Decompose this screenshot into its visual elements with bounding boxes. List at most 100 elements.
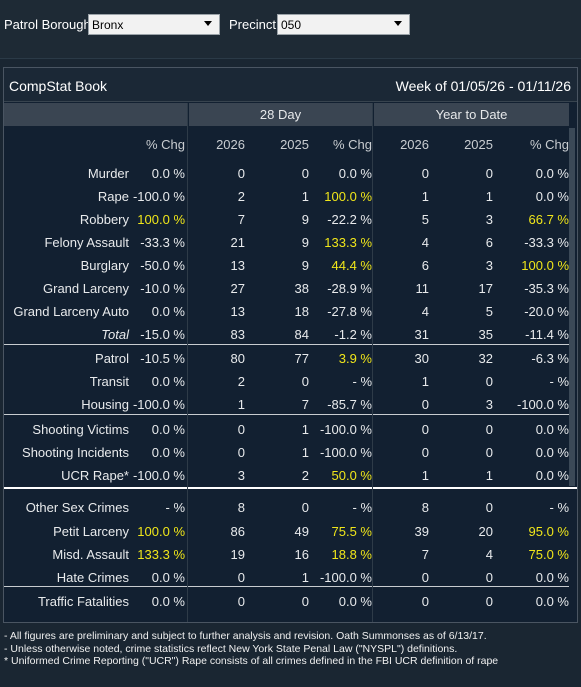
scrollbar[interactable]	[569, 128, 575, 486]
table-cell: 13	[230, 304, 245, 319]
table-cell: 0.0 %	[535, 468, 569, 483]
column-header[interactable]: 2025	[280, 137, 309, 152]
table-cell: 0	[301, 500, 309, 515]
table-row: Grand Larceny Auto 0.0 % 13 18 -27.8 % 4 5 -20.…	[4, 300, 569, 323]
table-cell: 3.9 %	[338, 351, 372, 366]
table-cell: 0.0 %	[535, 594, 569, 609]
table-cell: 1	[301, 570, 309, 585]
table-cell: 16	[294, 547, 309, 562]
table-cell: 1	[485, 189, 493, 204]
table-cell: 5	[485, 304, 493, 319]
precinct-select[interactable]: 050	[277, 14, 410, 35]
table-cell: -10.5 %	[140, 351, 185, 366]
table-cell: 0	[421, 594, 429, 609]
section-divider	[4, 586, 569, 587]
column-header[interactable]: 2026	[400, 137, 429, 152]
column-header[interactable]: 2026	[216, 137, 245, 152]
table-cell: 8	[421, 500, 429, 515]
column-header[interactable]: 2025	[464, 137, 493, 152]
table-cell: -100.0 %	[319, 422, 372, 437]
table-cell: -100.0 %	[132, 397, 185, 412]
row-label: Shooting Victims	[32, 422, 129, 437]
table-cell: 9	[301, 258, 309, 273]
table-cell: 3	[485, 212, 493, 227]
table-cell: -6.3 %	[531, 351, 569, 366]
table-cell: 0	[485, 445, 493, 460]
table-cell: 0	[421, 397, 429, 412]
table-cell: 4	[421, 304, 429, 319]
table-cell: 100.0 %	[137, 524, 185, 539]
borough-select[interactable]: Bronx	[88, 14, 220, 35]
table-cell: 0	[237, 570, 245, 585]
table-cell: 66.7 %	[528, 212, 569, 227]
table-cell: 0.0 %	[338, 594, 372, 609]
table-cell: -33.3 %	[524, 235, 569, 250]
table-cell: -100.0 %	[132, 189, 185, 204]
table-cell: 0.0 %	[151, 166, 185, 181]
table-cell: 19	[230, 547, 245, 562]
table-cell: 1	[301, 422, 309, 437]
table-cell: 20	[478, 524, 493, 539]
table-cell: -100.0 %	[132, 468, 185, 483]
row-label: Grand Larceny	[43, 281, 129, 296]
table-cell: - %	[352, 500, 373, 515]
table-cell: 9	[301, 235, 309, 250]
table-cell: 27	[230, 281, 245, 296]
table-cell: 3	[485, 258, 493, 273]
table-cell: 7	[237, 212, 245, 227]
column-divider	[187, 103, 188, 622]
table-cell: 0	[421, 166, 429, 181]
table-cell: 3	[485, 397, 493, 412]
table-cell: 83	[230, 327, 245, 342]
week-range: Week of 01/05/26 - 01/11/26	[395, 78, 571, 94]
table-cell: 44.4 %	[331, 258, 372, 273]
table-cell: 1	[485, 468, 493, 483]
table-cell: -20.0 %	[524, 304, 569, 319]
table-cell: 100.0 %	[324, 189, 372, 204]
table-cell: 2	[237, 189, 245, 204]
table-cell: 2	[237, 374, 245, 389]
table-cell: 0.0 %	[151, 594, 185, 609]
column-header[interactable]: % Chg	[145, 137, 185, 152]
table-cell: 1	[301, 189, 309, 204]
row-label: Shooting Incidents	[22, 445, 129, 460]
table-cell: 0	[421, 445, 429, 460]
group-header-28-day: 28 Day	[189, 103, 372, 126]
column-header[interactable]: % Chg	[332, 137, 372, 152]
table-cell: 9	[301, 212, 309, 227]
table-cell: 0	[237, 594, 245, 609]
column-header[interactable]: % Chg	[529, 137, 569, 152]
chevron-down-icon	[204, 21, 212, 26]
table-cell: 77	[294, 351, 309, 366]
table-cell: 2	[301, 468, 309, 483]
table-cell: 0	[421, 570, 429, 585]
table-row: Robbery 100.0 % 7 9 -22.2 % 5 3 66.7 %	[4, 208, 569, 231]
table-row: Shooting Victims 0.0 % 0 1 -100.0 % 0 0 0.0 %	[4, 418, 569, 441]
table-cell: 0.0 %	[535, 166, 569, 181]
footnote: * Uniformed Crime Reporting ("UCR") Rape…	[4, 655, 499, 667]
table-cell: 0	[421, 422, 429, 437]
table-cell: -100.0 %	[319, 570, 372, 585]
footnotes: - All figures are preliminary and subjec…	[4, 630, 498, 668]
group-header-ytd: Year to Date	[374, 103, 569, 126]
precinct-label: Precinct:	[229, 17, 280, 32]
table-cell: 0.0 %	[535, 445, 569, 460]
table-cell: 0	[301, 166, 309, 181]
table-cell: 0	[485, 594, 493, 609]
table-cell: 75.5 %	[331, 524, 372, 539]
table-cell: - %	[352, 374, 373, 389]
table-cell: 18.8 %	[331, 547, 372, 562]
chevron-down-icon	[394, 21, 402, 26]
table-row: Murder 0.0 % 0 0 0.0 % 0 0 0.0 %	[4, 162, 569, 185]
table-cell: 8	[237, 500, 245, 515]
table-row: Felony Assault -33.3 % 21 9 133.3 % 4 6 -33.3 %	[4, 231, 569, 254]
table-row: Hate Crimes 0.0 % 0 1 -100.0 % 0 0 0.0 %	[4, 566, 569, 589]
table-cell: 0	[237, 166, 245, 181]
table-cell: 7	[421, 547, 429, 562]
table-cell: 0	[485, 570, 493, 585]
table-cell: 1	[237, 397, 245, 412]
table-cell: 0.0 %	[535, 189, 569, 204]
table-cell: -35.3 %	[524, 281, 569, 296]
table-cell: 0	[301, 374, 309, 389]
table-row: Misd. Assault 133.3 % 19 16 18.8 % 7 4 75.0 %	[4, 543, 569, 566]
